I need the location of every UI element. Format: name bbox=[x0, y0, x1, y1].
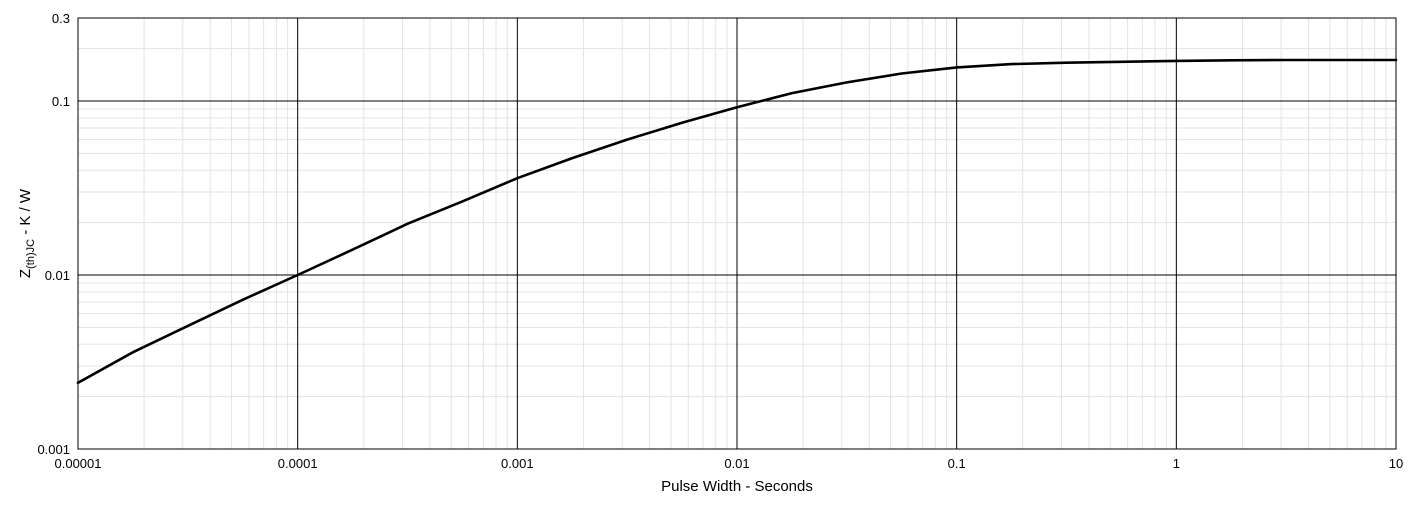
y-axis-title-subscript: (th)JC bbox=[25, 239, 37, 269]
y-axis-title-main: Z bbox=[17, 269, 34, 278]
y-tick-label: 0.1 bbox=[52, 94, 70, 109]
x-axis-title: Pulse Width - Seconds bbox=[661, 478, 813, 495]
x-tick-label: 0.00001 bbox=[55, 456, 102, 471]
x-tick-label: 0.01 bbox=[724, 456, 749, 471]
series-line-1 bbox=[76, 58, 1398, 385]
major-grid bbox=[77, 17, 1397, 450]
y-tick-label: 0.001 bbox=[37, 442, 70, 457]
y-axis-title-suffix: - K / W bbox=[17, 188, 34, 239]
x-tick-label: 1 bbox=[1173, 456, 1180, 471]
x-tick-label: 10 bbox=[1389, 456, 1403, 471]
y-tick-label: 0.01 bbox=[45, 268, 70, 283]
y-tick-labels: 0.001 0.01 0.1 0.3 bbox=[37, 11, 70, 457]
x-tick-labels: 0.00001 0.0001 0.001 0.01 0.1 1 10 bbox=[55, 456, 1404, 471]
y-axis-title: Z(th)JC - K / W bbox=[17, 188, 37, 278]
y-tick-label: 0.3 bbox=[52, 11, 70, 26]
x-tick-label: 0.0001 bbox=[278, 456, 318, 471]
x-tick-label: 0.1 bbox=[948, 456, 966, 471]
plot-frame bbox=[77, 17, 1397, 450]
x-tick-label: 0.001 bbox=[501, 456, 534, 471]
series-layer bbox=[76, 58, 1398, 385]
